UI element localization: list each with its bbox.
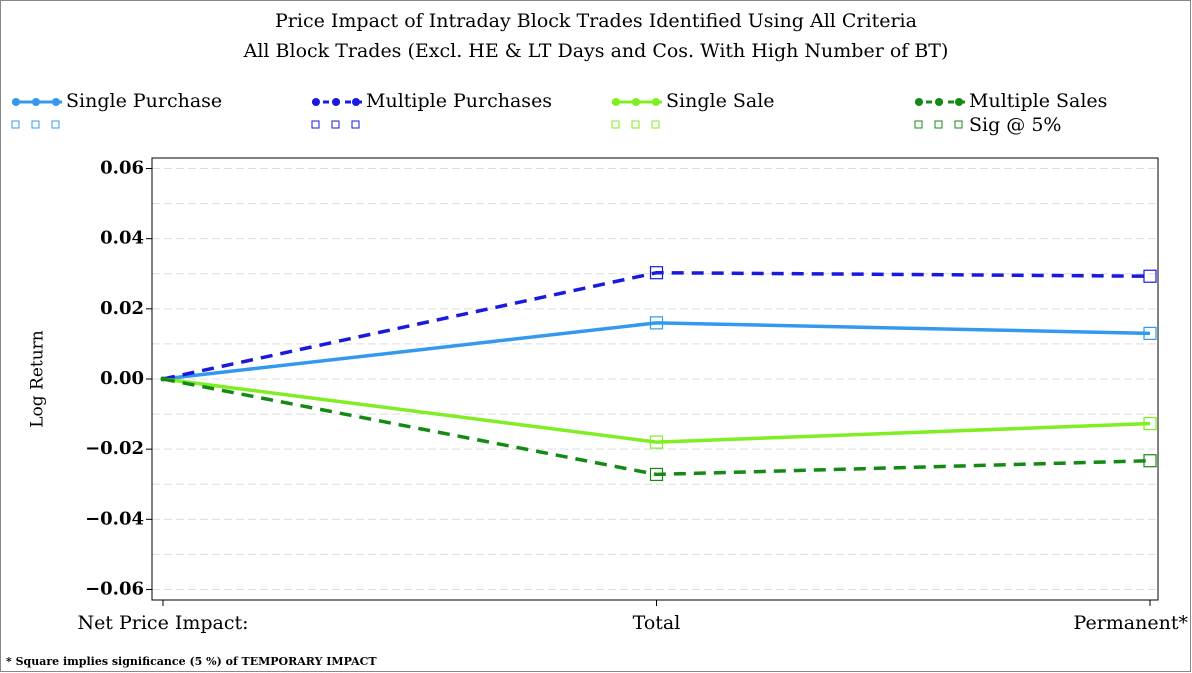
legend-square bbox=[914, 120, 923, 129]
chart-subtitle: All Block Trades (Excl. HE & LT Days and… bbox=[243, 40, 949, 62]
legend-dot bbox=[52, 98, 60, 106]
legend-label: Multiple Purchases bbox=[366, 90, 552, 112]
y-axis-label: Log Return bbox=[28, 330, 48, 428]
plot-area bbox=[151, 157, 1159, 601]
y-tick-label: 0.00 bbox=[100, 368, 144, 389]
legend-dot bbox=[935, 98, 943, 106]
legend-dot bbox=[915, 98, 923, 106]
legend-dot bbox=[612, 98, 620, 106]
y-tick-label: 0.02 bbox=[100, 298, 144, 319]
legend-square bbox=[311, 120, 320, 129]
legend-square bbox=[631, 120, 640, 129]
y-tick-label: 0.06 bbox=[100, 158, 144, 179]
legend-dot bbox=[332, 98, 340, 106]
legend-square bbox=[954, 120, 963, 129]
legend-label: Multiple Sales bbox=[969, 90, 1107, 112]
y-tick-label: −0.06 bbox=[85, 578, 144, 599]
legend-dot bbox=[352, 98, 360, 106]
x-tick-label: Permanent* bbox=[1074, 612, 1189, 634]
legend-square bbox=[51, 120, 60, 129]
legend-square bbox=[651, 120, 660, 129]
chart-title: Price Impact of Intraday Block Trades Id… bbox=[275, 10, 917, 32]
legend-dot bbox=[32, 98, 40, 106]
significance-square bbox=[649, 316, 664, 330]
significance-square bbox=[649, 266, 664, 280]
legend-square bbox=[331, 120, 340, 129]
legend-square bbox=[11, 120, 20, 129]
legend-dot bbox=[12, 98, 20, 106]
significance-square bbox=[649, 467, 664, 482]
significance-square bbox=[1143, 416, 1157, 431]
significance-square bbox=[1143, 269, 1157, 283]
legend-square bbox=[611, 120, 620, 129]
legend-square bbox=[351, 120, 360, 129]
legend-dot bbox=[955, 98, 963, 106]
x-tick-label: Net Price Impact: bbox=[77, 612, 248, 634]
significance-square bbox=[649, 435, 664, 449]
y-tick-label: −0.04 bbox=[85, 508, 144, 529]
x-tick-label: Total bbox=[633, 612, 681, 634]
significance-square bbox=[1143, 454, 1157, 468]
footnote: * Square implies significance (5 %) of T… bbox=[6, 655, 377, 668]
legend-label: Single Sale bbox=[666, 90, 775, 112]
legend-dot bbox=[312, 98, 320, 106]
series-line bbox=[162, 270, 1151, 381]
series-line bbox=[162, 377, 1151, 477]
point bbox=[160, 376, 166, 382]
legend-square bbox=[934, 120, 943, 129]
series-line bbox=[162, 321, 1151, 381]
series-line bbox=[162, 377, 1151, 444]
legend-label: Sig @ 5% bbox=[969, 114, 1061, 136]
legend-label: Single Purchase bbox=[66, 90, 222, 112]
legend-dot bbox=[632, 98, 640, 106]
y-tick-label: −0.02 bbox=[85, 438, 144, 459]
legend-dot bbox=[652, 98, 660, 106]
y-tick-label: 0.04 bbox=[100, 228, 144, 249]
legend-square bbox=[31, 120, 40, 129]
significance-square bbox=[1143, 326, 1157, 340]
